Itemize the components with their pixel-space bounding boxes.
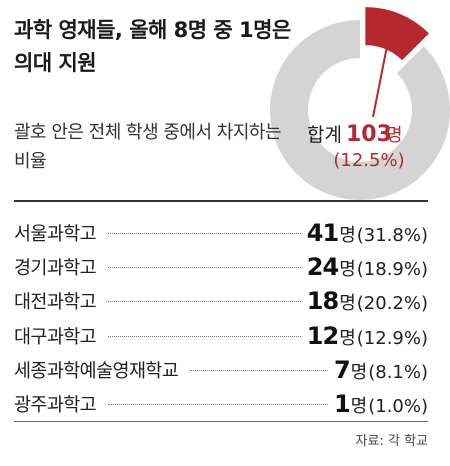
donut-slice-rest <box>270 20 450 200</box>
row-percent: (8.1%) <box>368 361 428 383</box>
donut-chart: 합계 103 명 (12.5%) <box>270 7 450 200</box>
chart-title: 과학 영재들, 올해 8명 중 1명은 의대 지원 <box>14 18 291 75</box>
row-percent: (1.0%) <box>368 396 428 418</box>
dotted-leader <box>108 403 328 406</box>
school-name: 대구과학고 <box>14 322 103 349</box>
row-unit: 명 <box>339 259 356 281</box>
school-name: 대전과학고 <box>14 288 103 315</box>
row-unit: 명 <box>350 361 368 383</box>
row-percent: (20.2%) <box>356 293 428 315</box>
row-value: 7 명 (8.1%) <box>334 356 428 384</box>
row-number: 18 <box>306 287 339 316</box>
row-number: 41 <box>306 219 339 248</box>
top-divider <box>14 200 428 202</box>
row-percent: (31.8%) <box>356 225 428 247</box>
school-name: 세종과학예술영재학교 <box>14 356 185 383</box>
table-row: 서울과학고 41 명 (31.8%) <box>14 216 428 250</box>
row-number: 12 <box>306 321 339 350</box>
center-label-prefix: 합계 <box>307 124 342 146</box>
row-unit: 명 <box>339 327 356 349</box>
row-number: 7 <box>333 355 351 384</box>
row-unit: 명 <box>350 396 368 418</box>
row-percent: (12.9%) <box>356 327 428 349</box>
row-value: 18 명 (20.2%) <box>307 287 428 315</box>
school-table: 서울과학고 41 명 (31.8%) 경기과학고 24 명 (18.9%) 대전과학고 … <box>14 216 428 421</box>
dotted-leader <box>190 369 328 371</box>
center-label-percent: (12.5%) <box>333 150 404 171</box>
table-row: 광주과학고 1 명 (1.0%) <box>14 387 428 421</box>
source-note: 자료: 각 학교 <box>355 434 428 449</box>
row-unit: 명 <box>339 293 356 315</box>
row-value: 1 명 (1.0%) <box>334 390 428 418</box>
row-unit: 명 <box>339 225 356 247</box>
table-row: 세종과학예술영재학교 7 명 (8.1%) <box>14 353 428 387</box>
dotted-leader <box>108 335 301 337</box>
center-label-unit: 명 <box>386 125 403 146</box>
bottom-divider <box>14 421 428 422</box>
row-value: 24 명 (18.9%) <box>307 253 428 281</box>
table-row: 대구과학고 12 명 (12.9%) <box>14 319 428 353</box>
dotted-leader <box>108 232 301 235</box>
row-value: 41 명 (31.8%) <box>307 219 428 247</box>
table-row: 대전과학고 18 명 (20.2%) <box>14 284 428 318</box>
callout-line <box>372 43 389 118</box>
chart-subtitle: 괄호 안은 전체 학생 중에서 차지하는 비율 <box>14 122 282 172</box>
table-row: 경기과학고 24 명 (18.9%) <box>14 250 428 284</box>
row-number: 1 <box>333 390 351 419</box>
school-name: 경기과학고 <box>14 254 103 281</box>
dotted-leader <box>108 266 301 269</box>
row-number: 24 <box>306 253 339 282</box>
row-percent: (18.9%) <box>356 259 428 281</box>
school-name: 광주과학고 <box>14 391 103 418</box>
row-value: 12 명 (12.9%) <box>307 322 428 350</box>
donut-slice-highlight <box>365 7 429 61</box>
center-label-number: 103 <box>346 122 392 147</box>
dotted-leader <box>108 300 301 303</box>
school-name: 서울과학고 <box>14 220 103 247</box>
